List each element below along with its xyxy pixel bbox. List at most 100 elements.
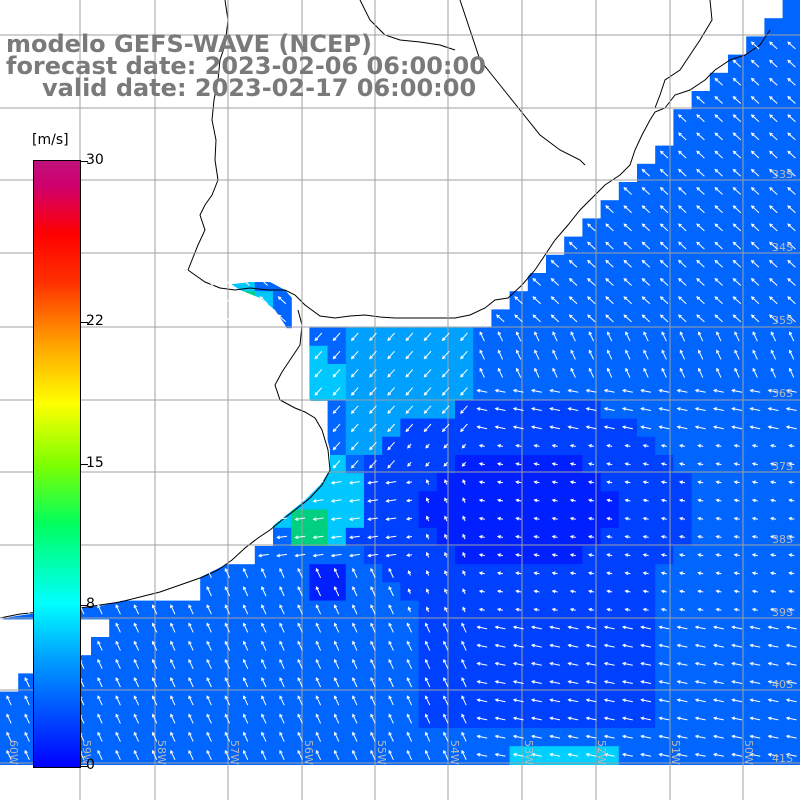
wind-arrow <box>696 96 705 104</box>
wind-arrow <box>241 278 250 286</box>
wind-arrow-head <box>405 391 410 396</box>
wind-arrow <box>261 695 267 706</box>
wind-arrow-head <box>605 259 610 264</box>
wind-arrow <box>623 314 632 323</box>
wind-arrow <box>678 241 687 250</box>
wind-arrow <box>604 626 615 630</box>
wind-arrow-head <box>767 752 772 757</box>
wind-arrow <box>586 408 597 411</box>
wind-arrow-head <box>352 586 356 590</box>
wind-arrow <box>696 314 705 323</box>
wind-arrow-head <box>423 428 428 433</box>
wind-arrow-head <box>496 607 502 612</box>
wind-arrow-head <box>715 480 720 485</box>
wind-arrow <box>370 623 376 633</box>
wind-arrow-head <box>606 589 611 594</box>
wind-arrow-head <box>678 186 682 191</box>
wind-arrow-head <box>330 517 335 521</box>
wind-arrow <box>696 169 705 177</box>
wind-arrow <box>516 368 522 378</box>
wind-arrow-head <box>370 640 374 645</box>
wind-arrow <box>243 641 249 651</box>
wind-arrow-head <box>788 367 793 372</box>
wind-arrow-head <box>494 407 499 411</box>
wind-arrow <box>133 677 140 688</box>
wind-arrow-head <box>676 734 681 739</box>
wind-arrow <box>334 641 340 651</box>
wind-arrow-head <box>678 132 682 137</box>
colorbar-unit: [m/s] <box>32 132 69 148</box>
wind-arrow <box>642 205 651 214</box>
wind-arrow-head <box>6 731 10 736</box>
wind-arrow <box>695 626 706 630</box>
wind-arrow <box>513 626 524 630</box>
wind-arrow <box>477 753 488 757</box>
wind-arrow <box>587 241 596 250</box>
wind-arrow-head <box>369 464 373 469</box>
wind-arrow <box>115 677 121 688</box>
wind-arrow-head <box>716 367 720 372</box>
wind-arrow-head <box>621 388 627 393</box>
wind-arrow-head <box>530 388 536 393</box>
wind-arrow-head <box>678 444 684 448</box>
wind-arrow-head <box>788 331 793 336</box>
wind-arrow-head <box>676 425 681 429</box>
wind-arrow <box>115 695 121 706</box>
wind-arrow-head <box>261 677 265 681</box>
wind-arrow-head <box>658 734 663 739</box>
wind-arrow-head <box>424 677 429 681</box>
wind-arrow <box>368 499 379 502</box>
wind-arrow-head <box>277 277 282 282</box>
wind-arrow-head <box>494 698 499 702</box>
wind-arrow-head <box>787 150 792 155</box>
wind-arrow-head <box>261 622 265 627</box>
wind-arrow <box>787 59 796 68</box>
wind-arrow-head <box>696 95 701 100</box>
wind-arrow-head <box>640 625 645 630</box>
lon-label: 54W <box>448 740 461 765</box>
wind-arrow-head <box>659 205 664 209</box>
wind-arrow-head <box>606 607 611 612</box>
wind-arrow <box>552 368 558 378</box>
wind-arrow-head <box>550 314 555 319</box>
wind-arrow <box>769 41 778 50</box>
wind-arrow-head <box>752 349 756 354</box>
wind-arrow-head <box>369 428 373 433</box>
wind-arrow-head <box>659 314 664 319</box>
wind-arrow <box>641 681 652 684</box>
wind-arrow <box>604 644 615 648</box>
wind-arrow-head <box>696 150 701 155</box>
wind-arrow <box>789 368 795 378</box>
wind-arrow-head <box>678 168 682 173</box>
wind-arrow-head <box>731 625 736 630</box>
wind-arrow-head <box>405 373 410 378</box>
wind-arrow-head <box>732 277 737 282</box>
wind-arrow-head <box>715 516 720 521</box>
wind-arrow-head <box>476 661 481 666</box>
wind-arrow-head <box>261 749 265 754</box>
wind-arrow-head <box>694 388 699 393</box>
wind-arrow-head <box>606 516 611 521</box>
wind-arrow-head <box>514 296 519 300</box>
wind-arrow-head <box>769 150 773 155</box>
wind-arrow-head <box>333 622 338 627</box>
wind-arrow-head <box>461 749 465 754</box>
wind-arrow-head <box>640 425 645 429</box>
wind-arrow-head <box>512 643 517 648</box>
wind-arrow-head <box>549 752 554 757</box>
wind-arrow <box>787 260 796 268</box>
wind-arrow-head <box>788 553 793 557</box>
wind-arrow <box>425 641 431 651</box>
wind-arrow <box>206 604 212 615</box>
wind-arrow-head <box>115 695 119 700</box>
lat-label: 37S <box>772 460 793 473</box>
lon-label: 53W <box>522 740 535 765</box>
wind-arrow <box>315 695 322 706</box>
wind-arrow <box>677 753 688 757</box>
wind-arrow-head <box>279 640 283 645</box>
wind-arrow <box>388 750 394 761</box>
wind-arrow-head <box>333 749 338 754</box>
wind-arrow <box>750 681 761 684</box>
wind-arrow-head <box>715 444 720 448</box>
wind-arrow <box>769 169 778 177</box>
